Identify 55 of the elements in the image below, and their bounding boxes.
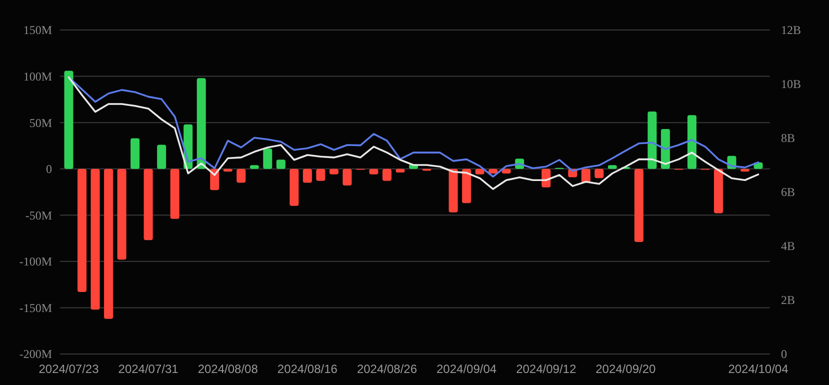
bar (329, 168, 338, 174)
bar (660, 129, 670, 169)
y-tick-label: 0 (46, 162, 52, 176)
y-tick-label: -50M (25, 208, 52, 222)
y-tick-label: 100M (23, 69, 52, 84)
y2-tick-label: 10B (781, 77, 802, 92)
x-tick-label: 2024/08/08 (198, 362, 258, 376)
bar (90, 168, 100, 310)
y2-tick-label: 12B (781, 23, 802, 38)
bar (250, 165, 259, 169)
bar (144, 168, 153, 240)
bar (263, 148, 272, 169)
bar (369, 168, 378, 174)
bar (448, 168, 458, 212)
bar (608, 165, 617, 169)
y-tick-label: -150M (19, 300, 52, 315)
bar (316, 168, 326, 181)
bar (104, 168, 114, 319)
y-tick-label: 50M (29, 116, 52, 130)
y2-tick-label: 0 (781, 347, 787, 362)
bar (78, 168, 87, 292)
bar (462, 168, 472, 204)
y2-tick-label: 4B (781, 239, 796, 254)
bar (687, 115, 696, 169)
x-tick-label: 2024/10/04 (728, 362, 789, 376)
bar (475, 168, 484, 174)
bar (117, 168, 126, 260)
bar (290, 168, 299, 206)
bar (302, 168, 312, 183)
bar (64, 70, 74, 169)
bar (342, 168, 352, 186)
bar (130, 138, 140, 169)
bar (634, 168, 644, 242)
y-tick-label: 150M (23, 23, 52, 38)
x-tick-label: 2024/08/26 (356, 362, 418, 376)
y2-tick-label: 2B (781, 293, 796, 308)
y2-tick-label: 8B (781, 131, 796, 146)
y-tick-label: -200M (19, 347, 52, 362)
bar (170, 168, 180, 219)
bar (276, 160, 286, 169)
x-tick-label: 2024/08/16 (277, 362, 338, 376)
x-tick-label: 2024/09/12 (516, 362, 576, 376)
bar (594, 168, 604, 178)
bar (382, 168, 392, 181)
x-tick-label: 2024/09/20 (596, 362, 656, 376)
x-tick-label: 2024/07/23 (38, 362, 100, 376)
x-tick-label: 2024/09/04 (436, 362, 497, 376)
x-tick-label: 2024/07/31 (118, 362, 179, 376)
bar (157, 144, 166, 169)
bar (236, 168, 246, 183)
y2-tick-label: 6B (781, 185, 796, 200)
bar (714, 168, 723, 214)
y-tick-label: -100M (19, 254, 52, 269)
bar (196, 78, 206, 169)
bar (648, 111, 657, 169)
